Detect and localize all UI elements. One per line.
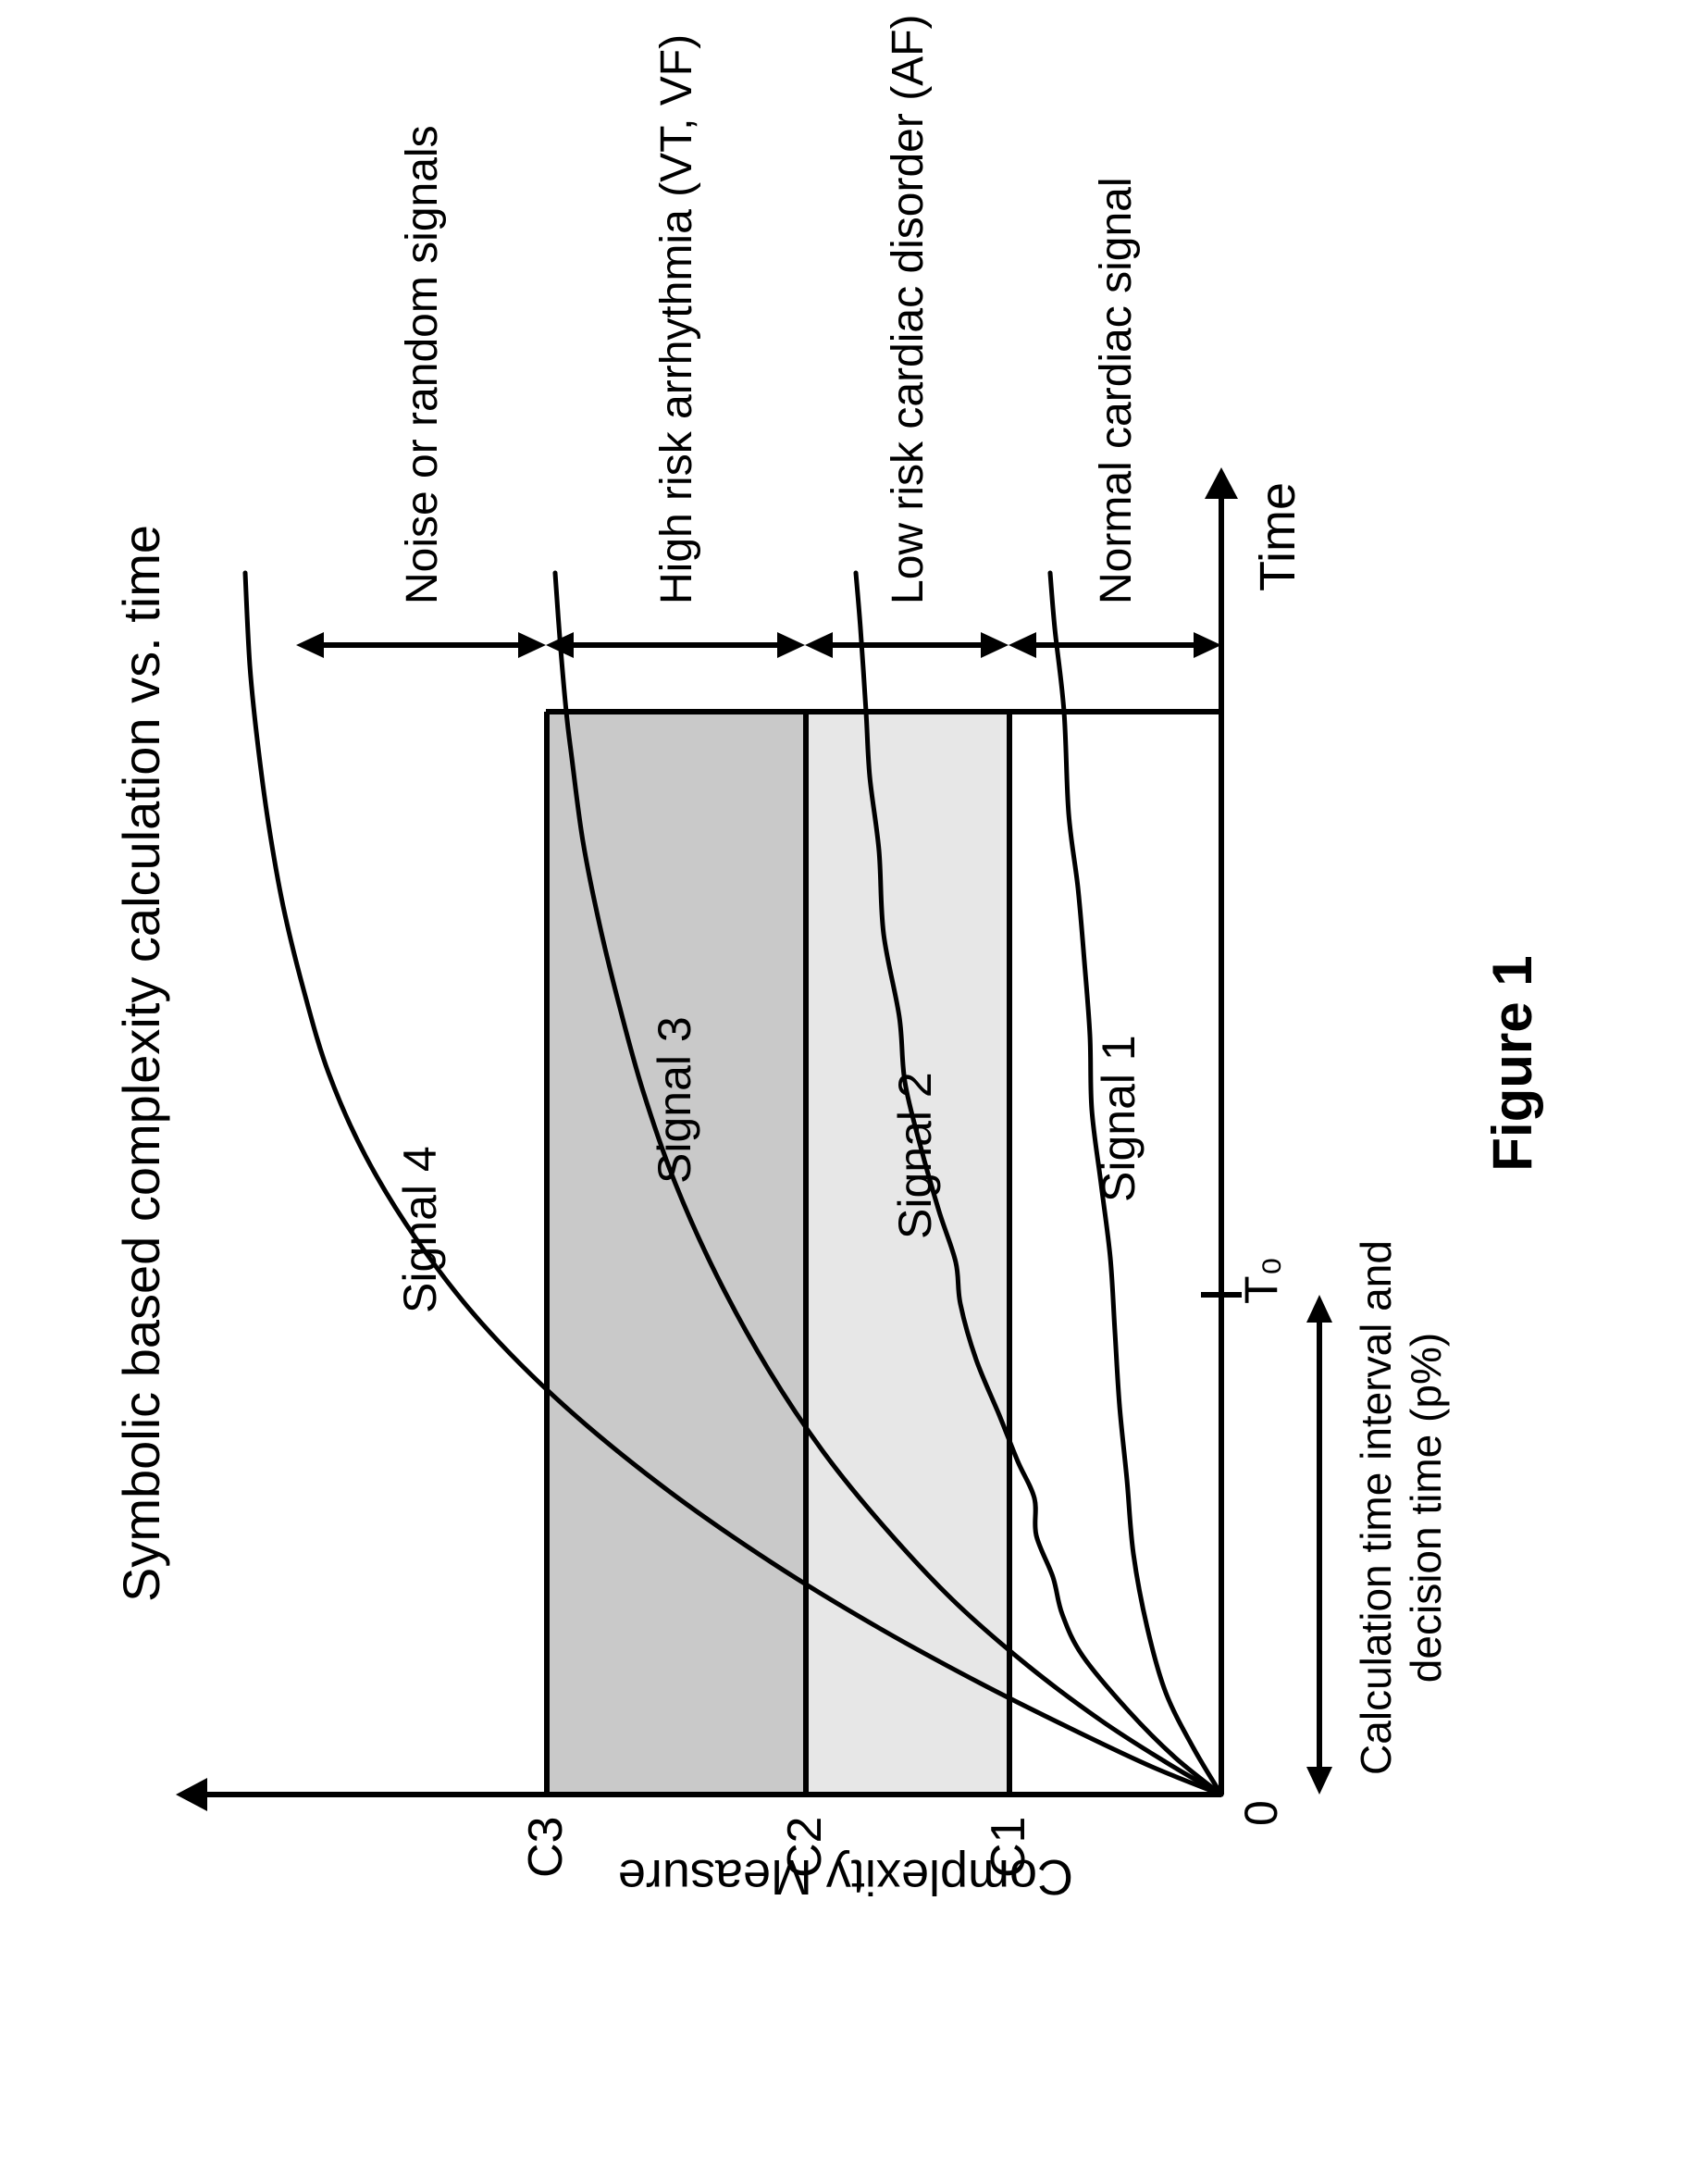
category-label-noise: Noise or random signals bbox=[397, 125, 448, 604]
signal-4-curve bbox=[245, 573, 1221, 1795]
ytick-label-c1: C1 bbox=[981, 1817, 1036, 1878]
x-axis-line bbox=[1219, 499, 1224, 1795]
t0-label: T₀ bbox=[1234, 1257, 1288, 1304]
ytick-label-c3: C3 bbox=[518, 1817, 574, 1878]
decision-time-label: Calculation time interval and decision t… bbox=[1351, 1221, 1451, 1795]
origin-label: 0 bbox=[1234, 1800, 1288, 1826]
category-arrows-layer bbox=[241, 617, 1225, 673]
figure-wrapper: Symbolic based complexity calculation vs… bbox=[111, 156, 1573, 1970]
x-axis-label: Time bbox=[1249, 482, 1306, 591]
category-label-normal: Normal cardiac signal bbox=[1091, 177, 1142, 604]
page: Symbolic based complexity calculation vs… bbox=[0, 0, 1708, 2174]
band-right-boundary bbox=[546, 709, 1221, 714]
signal-4-label: Signal 4 bbox=[393, 1146, 447, 1313]
x-axis-arrowhead-icon bbox=[1205, 467, 1238, 499]
decision-time-label-line2: decision time (p%) bbox=[1402, 1333, 1450, 1683]
chart-title: Symbolic based complexity calculation vs… bbox=[111, 156, 171, 1970]
axes-area: Complexity Measure Signal 1 Signal 2 bbox=[241, 351, 1268, 1795]
decision-time-label-line1: Calculation time interval and bbox=[1352, 1240, 1400, 1775]
category-label-low-risk: Low risk cardiac disorder (AF) bbox=[883, 15, 934, 605]
y-axis-arrowhead-icon bbox=[176, 1778, 207, 1811]
signal-3-label: Signal 3 bbox=[648, 1016, 701, 1184]
figure-caption: Figure 1 bbox=[1480, 156, 1544, 1970]
landscape-container: Symbolic based complexity calculation vs… bbox=[0, 0, 1708, 2174]
decision-time-dimension-icon bbox=[1292, 1286, 1347, 1795]
y-axis-line bbox=[204, 1792, 1221, 1797]
curves-layer bbox=[241, 573, 1225, 1795]
plot-region: Signal 1 Signal 2 Signal 3 Signal 4 bbox=[241, 712, 1221, 1795]
category-label-high-risk: High risk arrhythmia (VT, VF) bbox=[651, 34, 702, 604]
signal-1-label: Signal 1 bbox=[1092, 1035, 1145, 1202]
signal-2-label: Signal 2 bbox=[888, 1072, 942, 1239]
ytick-label-c2: C2 bbox=[777, 1817, 833, 1878]
